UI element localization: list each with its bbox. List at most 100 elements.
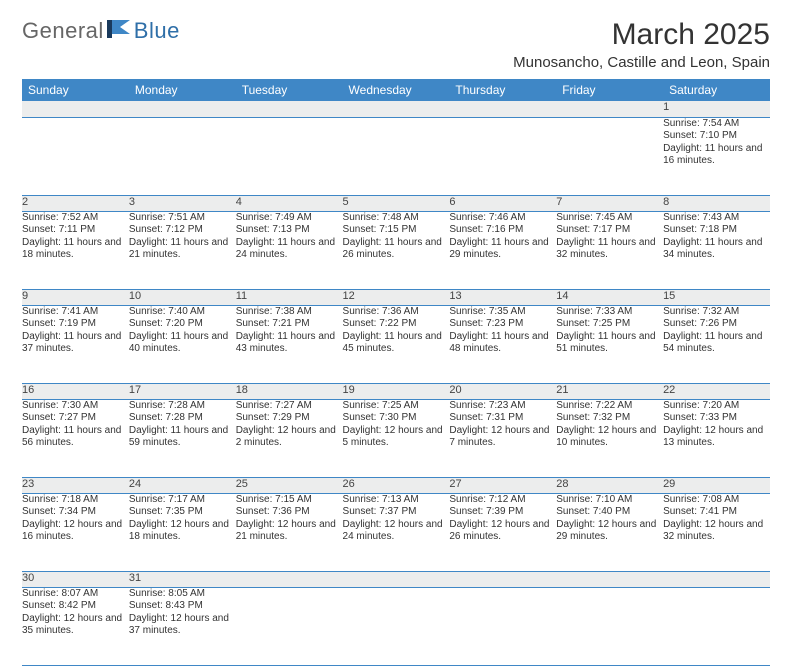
day-content-cell: [663, 587, 770, 665]
day-number-row: 23242526272829: [22, 477, 770, 493]
day-content-cell: Sunrise: 7:33 AMSunset: 7:25 PMDaylight:…: [556, 305, 663, 383]
daylight-text: Daylight: 11 hours and 16 minutes.: [663, 143, 770, 168]
day-number-cell: [556, 101, 663, 117]
sunrise-text: Sunrise: 7:25 AM: [343, 400, 450, 413]
day-content-cell: Sunrise: 7:51 AMSunset: 7:12 PMDaylight:…: [129, 211, 236, 289]
sunrise-text: Sunrise: 8:07 AM: [22, 588, 129, 601]
sunset-text: Sunset: 7:15 PM: [343, 224, 450, 237]
day-content-cell: [343, 587, 450, 665]
day-number-cell: 23: [22, 477, 129, 493]
daylight-text: Daylight: 11 hours and 45 minutes.: [343, 331, 450, 356]
day-content-cell: Sunrise: 7:45 AMSunset: 7:17 PMDaylight:…: [556, 211, 663, 289]
daylight-text: Daylight: 11 hours and 59 minutes.: [129, 425, 236, 450]
daylight-text: Daylight: 12 hours and 29 minutes.: [556, 519, 663, 544]
day-number-cell: [449, 101, 556, 117]
sunset-text: Sunset: 7:13 PM: [236, 224, 343, 237]
sunrise-text: Sunrise: 7:30 AM: [22, 400, 129, 413]
daylight-text: Daylight: 11 hours and 18 minutes.: [22, 237, 129, 262]
brand-text-1: General: [22, 18, 104, 44]
sunrise-text: Sunrise: 7:35 AM: [449, 306, 556, 319]
daylight-text: Daylight: 12 hours and 24 minutes.: [343, 519, 450, 544]
sunrise-text: Sunrise: 7:52 AM: [22, 212, 129, 225]
day-content-cell: Sunrise: 7:12 AMSunset: 7:39 PMDaylight:…: [449, 493, 556, 571]
sunrise-text: Sunrise: 7:41 AM: [22, 306, 129, 319]
day-number-cell: 8: [663, 195, 770, 211]
day-content-cell: [22, 117, 129, 195]
day-content-cell: Sunrise: 7:41 AMSunset: 7:19 PMDaylight:…: [22, 305, 129, 383]
sunrise-text: Sunrise: 7:27 AM: [236, 400, 343, 413]
daylight-text: Daylight: 11 hours and 40 minutes.: [129, 331, 236, 356]
day-content-row: Sunrise: 7:30 AMSunset: 7:27 PMDaylight:…: [22, 399, 770, 477]
day-content-cell: Sunrise: 7:43 AMSunset: 7:18 PMDaylight:…: [663, 211, 770, 289]
sunrise-text: Sunrise: 7:12 AM: [449, 494, 556, 507]
weekday-header: Thursday: [449, 79, 556, 101]
day-number-cell: 24: [129, 477, 236, 493]
day-content-cell: Sunrise: 7:36 AMSunset: 7:22 PMDaylight:…: [343, 305, 450, 383]
sunset-text: Sunset: 7:20 PM: [129, 318, 236, 331]
daylight-text: Daylight: 11 hours and 34 minutes.: [663, 237, 770, 262]
brand-text-2: Blue: [134, 18, 180, 44]
day-number-cell: 25: [236, 477, 343, 493]
day-number-cell: [449, 571, 556, 587]
sunset-text: Sunset: 7:16 PM: [449, 224, 556, 237]
day-number-cell: [129, 101, 236, 117]
sunrise-text: Sunrise: 8:05 AM: [129, 588, 236, 601]
day-number-row: 2345678: [22, 195, 770, 211]
day-number-cell: [556, 571, 663, 587]
daylight-text: Daylight: 12 hours and 26 minutes.: [449, 519, 556, 544]
sunset-text: Sunset: 7:39 PM: [449, 506, 556, 519]
weekday-header: Sunday: [22, 79, 129, 101]
day-content-cell: [556, 587, 663, 665]
day-content-cell: Sunrise: 7:15 AMSunset: 7:36 PMDaylight:…: [236, 493, 343, 571]
day-number-cell: 27: [449, 477, 556, 493]
day-number-cell: 26: [343, 477, 450, 493]
day-content-cell: Sunrise: 7:25 AMSunset: 7:30 PMDaylight:…: [343, 399, 450, 477]
day-content-cell: Sunrise: 7:08 AMSunset: 7:41 PMDaylight:…: [663, 493, 770, 571]
day-content-cell: Sunrise: 7:40 AMSunset: 7:20 PMDaylight:…: [129, 305, 236, 383]
daylight-text: Daylight: 12 hours and 7 minutes.: [449, 425, 556, 450]
flag-icon: [106, 18, 132, 40]
day-content-cell: [449, 117, 556, 195]
sunrise-text: Sunrise: 7:32 AM: [663, 306, 770, 319]
day-content-row: Sunrise: 8:07 AMSunset: 8:42 PMDaylight:…: [22, 587, 770, 665]
day-number-cell: 20: [449, 383, 556, 399]
sunrise-text: Sunrise: 7:22 AM: [556, 400, 663, 413]
sunrise-text: Sunrise: 7:38 AM: [236, 306, 343, 319]
day-content-row: Sunrise: 7:18 AMSunset: 7:34 PMDaylight:…: [22, 493, 770, 571]
day-number-cell: 13: [449, 289, 556, 305]
day-content-cell: Sunrise: 7:28 AMSunset: 7:28 PMDaylight:…: [129, 399, 236, 477]
daylight-text: Daylight: 11 hours and 43 minutes.: [236, 331, 343, 356]
daylight-text: Daylight: 11 hours and 32 minutes.: [556, 237, 663, 262]
daylight-text: Daylight: 11 hours and 24 minutes.: [236, 237, 343, 262]
sunset-text: Sunset: 7:10 PM: [663, 130, 770, 143]
sunset-text: Sunset: 7:30 PM: [343, 412, 450, 425]
weekday-header: Wednesday: [343, 79, 450, 101]
sunset-text: Sunset: 7:18 PM: [663, 224, 770, 237]
sunset-text: Sunset: 7:35 PM: [129, 506, 236, 519]
day-number-cell: 12: [343, 289, 450, 305]
sunset-text: Sunset: 7:40 PM: [556, 506, 663, 519]
brand-logo: General Blue: [22, 18, 180, 44]
daylight-text: Daylight: 12 hours and 18 minutes.: [129, 519, 236, 544]
daylight-text: Daylight: 12 hours and 13 minutes.: [663, 425, 770, 450]
day-number-cell: 6: [449, 195, 556, 211]
sunrise-text: Sunrise: 7:40 AM: [129, 306, 236, 319]
day-number-cell: 1: [663, 101, 770, 117]
day-content-cell: Sunrise: 7:38 AMSunset: 7:21 PMDaylight:…: [236, 305, 343, 383]
daylight-text: Daylight: 11 hours and 51 minutes.: [556, 331, 663, 356]
sunrise-text: Sunrise: 7:43 AM: [663, 212, 770, 225]
day-content-cell: Sunrise: 7:20 AMSunset: 7:33 PMDaylight:…: [663, 399, 770, 477]
weekday-header: Monday: [129, 79, 236, 101]
day-number-cell: 31: [129, 571, 236, 587]
sunrise-text: Sunrise: 7:17 AM: [129, 494, 236, 507]
day-number-cell: [236, 101, 343, 117]
day-content-cell: Sunrise: 7:46 AMSunset: 7:16 PMDaylight:…: [449, 211, 556, 289]
title-block: March 2025 Munosancho, Castille and Leon…: [513, 18, 770, 71]
day-content-cell: Sunrise: 7:13 AMSunset: 7:37 PMDaylight:…: [343, 493, 450, 571]
sunset-text: Sunset: 7:12 PM: [129, 224, 236, 237]
day-content-row: Sunrise: 7:41 AMSunset: 7:19 PMDaylight:…: [22, 305, 770, 383]
day-number-cell: 30: [22, 571, 129, 587]
day-number-cell: 18: [236, 383, 343, 399]
day-number-cell: [343, 101, 450, 117]
daylight-text: Daylight: 11 hours and 54 minutes.: [663, 331, 770, 356]
